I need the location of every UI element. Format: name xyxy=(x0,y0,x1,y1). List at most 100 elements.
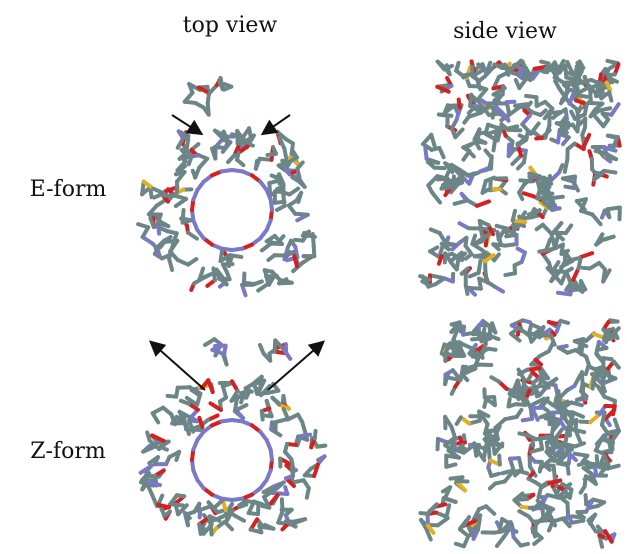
arrow xyxy=(149,340,206,391)
molecule-stick xyxy=(602,335,616,343)
molecule-stick xyxy=(430,190,443,205)
molecule-stick xyxy=(208,401,223,412)
molecule-stick xyxy=(483,175,497,183)
molecule-stick xyxy=(475,79,483,92)
molecule-stick xyxy=(594,346,609,352)
molecule-stick xyxy=(494,223,510,231)
molecule-stick xyxy=(466,285,483,291)
molecule-stick xyxy=(459,341,475,351)
molecule-stick xyxy=(529,446,545,454)
molecule-stick xyxy=(279,497,285,514)
molecule-stick xyxy=(257,523,264,535)
molecule-stick xyxy=(518,66,524,78)
molecule-stick xyxy=(544,440,551,456)
molecule-stick xyxy=(272,491,290,496)
molecule-stick xyxy=(583,493,589,507)
molecule-stick xyxy=(538,410,555,420)
molecule-stick xyxy=(277,135,287,151)
arrow xyxy=(260,114,291,136)
molecule-stick xyxy=(548,332,557,347)
molecule-stick xyxy=(150,433,166,443)
molecule-stick xyxy=(436,112,454,118)
molecule-stick xyxy=(538,108,548,117)
molecule-stick xyxy=(548,170,562,183)
molecule-stick xyxy=(554,322,562,335)
molecule-stick xyxy=(575,60,584,74)
molecule-stick xyxy=(532,64,549,71)
molecule-stick xyxy=(612,417,621,433)
molecule-stick xyxy=(573,348,589,359)
arrow xyxy=(171,114,204,136)
molecule-stick xyxy=(425,523,436,535)
row-label: Z-form xyxy=(30,439,106,464)
molecule-stick xyxy=(440,485,453,494)
molecule-stick xyxy=(602,168,618,175)
molecule-stick xyxy=(608,326,621,339)
row-label: E-form xyxy=(30,177,107,202)
molecule-stick xyxy=(471,358,480,372)
molecule-stick xyxy=(420,274,431,289)
molecule-stick xyxy=(548,194,565,201)
molecule-stick xyxy=(579,197,588,213)
molecule-stick xyxy=(282,347,293,361)
molecule-stick xyxy=(197,415,205,429)
molecule-stick xyxy=(465,170,480,178)
molecule-stick xyxy=(543,123,552,140)
molecule-stick xyxy=(601,268,612,284)
molecule-stick xyxy=(454,415,463,426)
molecule-stick xyxy=(565,463,571,476)
molecule-stick xyxy=(435,84,451,94)
molecule-stick xyxy=(604,80,613,92)
molecule-stick xyxy=(435,436,441,452)
molecule-stick xyxy=(289,457,296,470)
molecule-stick xyxy=(593,148,609,157)
molecule-stick xyxy=(470,64,475,79)
molecule-stick xyxy=(484,504,497,516)
molecule-stick xyxy=(533,357,544,367)
molecule-stick xyxy=(463,145,476,159)
molecule-stick xyxy=(184,421,191,436)
molecule-stick xyxy=(557,417,568,431)
molecule-stick xyxy=(540,222,554,236)
molecule-stick xyxy=(520,122,533,136)
molecule-stick xyxy=(482,443,489,459)
arrows xyxy=(149,114,326,391)
molecule-stick xyxy=(470,336,482,342)
molecule-stick xyxy=(563,518,572,529)
molecule-stick xyxy=(563,83,570,100)
molecule-stick xyxy=(535,179,542,192)
molecule-stick xyxy=(561,438,568,450)
molecule-stick xyxy=(282,146,289,163)
molecule-stick xyxy=(480,178,488,195)
molecule-stick xyxy=(592,381,607,394)
molecule-stick xyxy=(495,230,503,246)
molecule-stick xyxy=(292,254,299,269)
molecule-stick xyxy=(454,347,466,357)
molecule-stick xyxy=(551,463,557,481)
molecule-stick xyxy=(460,372,470,383)
molecule-stick xyxy=(482,396,489,409)
molecule-stick xyxy=(510,218,528,224)
molecule-stick xyxy=(274,480,286,491)
molecule-stick xyxy=(516,367,530,377)
molecule-stick xyxy=(233,403,249,413)
molecule-stick xyxy=(493,104,504,114)
molecule-stick xyxy=(599,462,611,475)
molecule-stick xyxy=(296,432,313,439)
molecule-stick xyxy=(557,63,568,75)
molecule-stick xyxy=(559,406,565,421)
molecule-stick xyxy=(175,136,186,150)
molecule-stick xyxy=(513,467,524,478)
molecule-stick xyxy=(471,507,482,523)
molecule-stick xyxy=(168,502,185,508)
molecule-stick xyxy=(602,234,616,242)
molecule-stick xyxy=(567,91,576,106)
molecule-stick xyxy=(534,222,545,232)
molecule-stick xyxy=(605,205,622,212)
molecule-stick xyxy=(470,233,478,246)
molecule-stick xyxy=(447,375,463,382)
molecule-stick xyxy=(162,509,172,519)
molecule-stick xyxy=(148,216,156,230)
molecule-stick xyxy=(225,153,237,165)
molecule-stick xyxy=(492,62,505,70)
